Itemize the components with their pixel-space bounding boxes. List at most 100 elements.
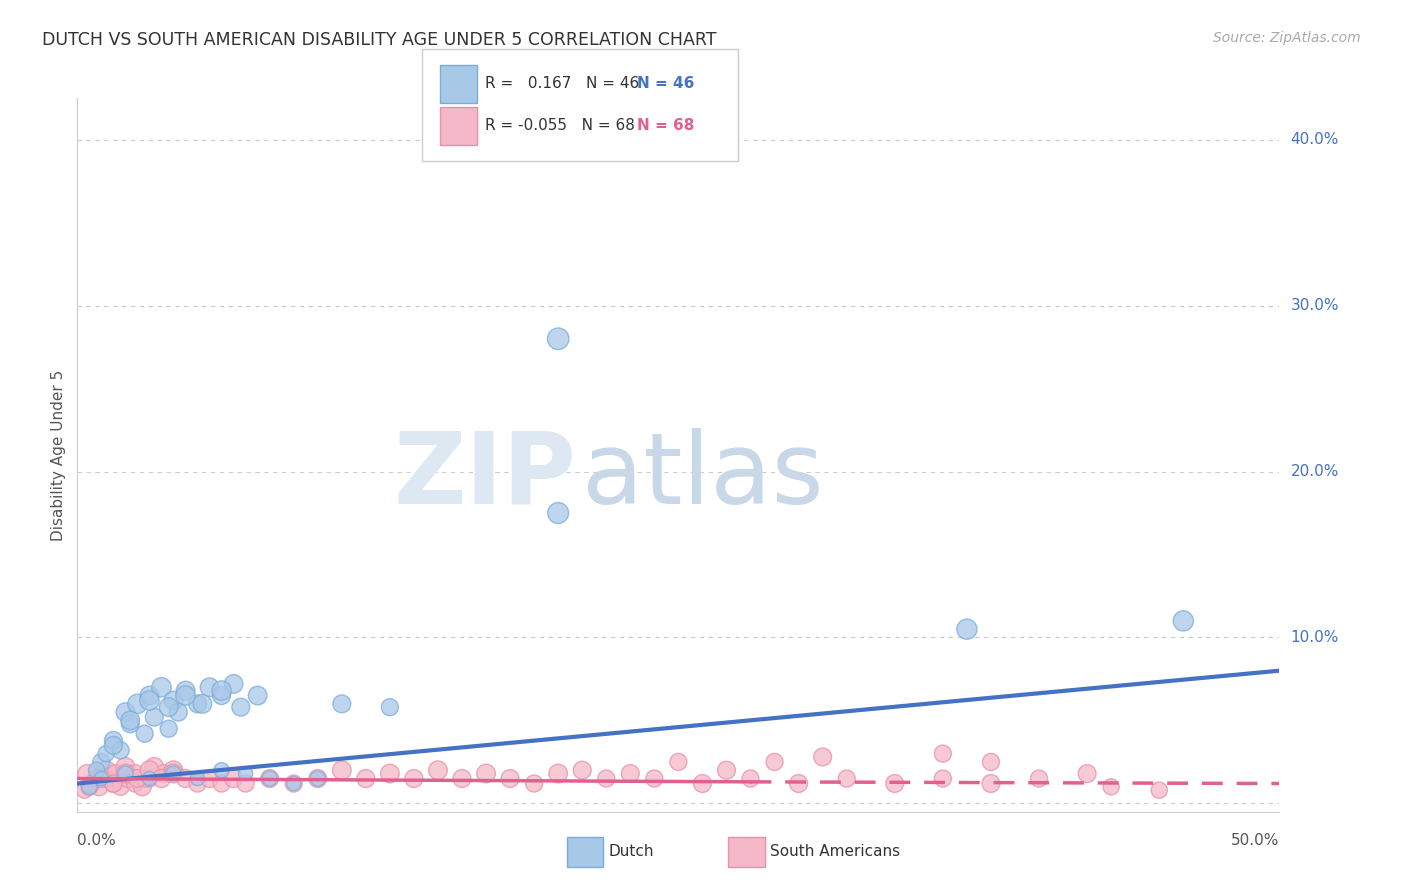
Point xyxy=(114,766,136,780)
Point xyxy=(523,776,546,790)
Text: ZIP: ZIP xyxy=(394,428,576,524)
Point xyxy=(150,680,173,694)
Text: N = 68: N = 68 xyxy=(637,119,695,133)
Point xyxy=(76,766,98,780)
Point xyxy=(211,763,233,777)
Point xyxy=(174,683,197,698)
Point xyxy=(211,683,233,698)
Text: 40.0%: 40.0% xyxy=(1291,132,1339,147)
Point xyxy=(499,772,522,786)
Point xyxy=(117,772,139,786)
Point xyxy=(90,772,112,786)
Text: 20.0%: 20.0% xyxy=(1291,464,1339,479)
Point xyxy=(153,766,176,780)
Point xyxy=(96,747,118,761)
Point xyxy=(134,727,156,741)
Point xyxy=(378,700,401,714)
Point xyxy=(104,766,127,780)
Point xyxy=(110,743,132,757)
Point xyxy=(222,677,245,691)
Point xyxy=(86,763,108,777)
Point xyxy=(259,772,281,786)
Point xyxy=(174,772,197,786)
Point xyxy=(134,772,156,786)
Point xyxy=(668,755,690,769)
Text: Dutch: Dutch xyxy=(609,845,654,859)
Point xyxy=(86,772,108,786)
Point xyxy=(186,697,209,711)
Point xyxy=(402,772,425,786)
Point xyxy=(198,680,221,694)
Point xyxy=(211,689,233,703)
Point xyxy=(80,776,103,790)
Point xyxy=(162,693,184,707)
Point xyxy=(90,772,112,786)
Point xyxy=(427,763,450,777)
Point xyxy=(138,772,160,786)
Point xyxy=(229,700,252,714)
Point xyxy=(475,766,498,780)
Point xyxy=(138,689,160,703)
Point xyxy=(811,750,834,764)
Point xyxy=(787,776,810,790)
Point xyxy=(150,772,173,786)
Point xyxy=(1028,772,1050,786)
Point xyxy=(259,772,281,786)
Point xyxy=(103,776,125,790)
Point xyxy=(138,763,160,777)
Point xyxy=(96,763,118,777)
Point xyxy=(222,772,245,786)
Text: atlas: atlas xyxy=(582,428,824,524)
Point xyxy=(103,733,125,747)
Point xyxy=(354,772,377,786)
Point xyxy=(932,747,955,761)
Text: South Americans: South Americans xyxy=(770,845,901,859)
Text: 30.0%: 30.0% xyxy=(1291,298,1339,313)
Point xyxy=(547,332,569,346)
Point xyxy=(114,766,136,780)
Point xyxy=(157,722,180,736)
Point xyxy=(174,689,197,703)
Point xyxy=(643,772,665,786)
Point xyxy=(619,766,641,780)
Point xyxy=(79,780,101,794)
Text: 10.0%: 10.0% xyxy=(1291,630,1339,645)
Point xyxy=(191,697,214,711)
Text: Source: ZipAtlas.com: Source: ZipAtlas.com xyxy=(1213,31,1361,45)
Point xyxy=(87,780,110,794)
Point xyxy=(162,766,184,780)
Point xyxy=(692,776,714,790)
Point xyxy=(79,780,101,794)
Point xyxy=(980,755,1002,769)
Point xyxy=(186,772,209,786)
Point xyxy=(167,705,190,719)
Point xyxy=(740,772,762,786)
Point xyxy=(1076,766,1098,780)
Point xyxy=(103,739,125,753)
Point xyxy=(114,760,136,774)
Point xyxy=(1149,783,1171,797)
Y-axis label: Disability Age Under 5: Disability Age Under 5 xyxy=(51,369,66,541)
Point xyxy=(127,697,149,711)
Point xyxy=(110,780,132,794)
Point xyxy=(307,772,329,786)
Point xyxy=(124,766,146,780)
Point xyxy=(186,776,209,790)
Point xyxy=(1099,780,1122,794)
Point xyxy=(330,697,353,711)
Point xyxy=(96,772,118,786)
Point xyxy=(127,772,149,786)
Point xyxy=(235,766,257,780)
Point xyxy=(138,693,160,707)
Point xyxy=(211,776,233,790)
Point xyxy=(157,700,180,714)
Point xyxy=(73,783,96,797)
Point xyxy=(980,776,1002,790)
Point xyxy=(1173,614,1195,628)
Point xyxy=(162,763,184,777)
Point xyxy=(283,776,305,790)
Point xyxy=(90,755,112,769)
Point xyxy=(114,705,136,719)
Point xyxy=(547,766,569,780)
Text: R =   0.167   N = 46: R = 0.167 N = 46 xyxy=(485,77,640,91)
